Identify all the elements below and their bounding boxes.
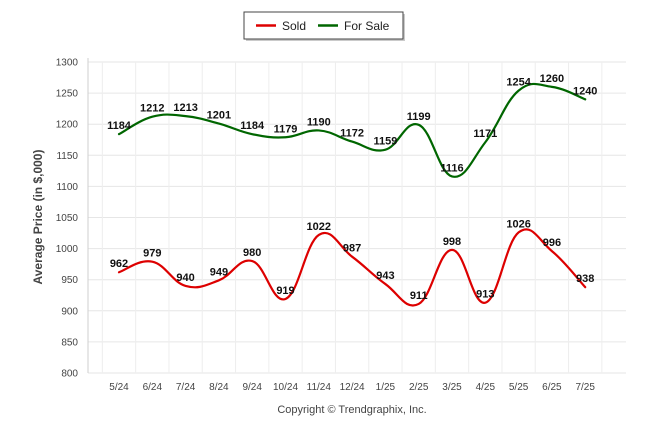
- legend-label-for-sale: For Sale: [344, 19, 390, 33]
- y-tick-label: 1100: [56, 182, 78, 193]
- sold-data-label: 1022: [307, 221, 331, 233]
- sold-data-label: 962: [110, 258, 128, 270]
- x-tick-label: 7/25: [575, 382, 595, 393]
- for-sale-data-label: 1179: [274, 123, 298, 135]
- x-tick-label: 9/24: [242, 382, 262, 393]
- sold-data-label: 913: [476, 289, 494, 301]
- x-tick-label: 8/24: [209, 382, 229, 393]
- x-tick-label: 12/24: [340, 382, 365, 393]
- y-tick-label: 1250: [56, 89, 79, 100]
- x-tick-label: 11/24: [307, 382, 332, 393]
- for-sale-data-label: 1213: [173, 102, 197, 114]
- for-sale-data-label: 1190: [307, 116, 331, 128]
- x-tick-label: 2/25: [409, 382, 429, 393]
- sold-data-label: 996: [543, 237, 561, 249]
- x-tick-label: 3/25: [442, 382, 462, 393]
- for-sale-data-label: 1171: [473, 128, 497, 140]
- y-tick-label: 1300: [56, 58, 79, 69]
- sold-data-label: 938: [576, 273, 594, 285]
- for-sale-data-label: 1172: [340, 128, 364, 140]
- sold-data-label: 919: [276, 285, 294, 297]
- y-tick-label: 1000: [56, 244, 79, 255]
- legend: Sold For Sale: [243, 11, 405, 41]
- for-sale-data-label: 1260: [540, 73, 564, 85]
- sold-data-label: 979: [143, 248, 161, 260]
- x-tick-label: 5/25: [509, 382, 529, 393]
- sold-data-label: 998: [443, 236, 461, 248]
- sold-data-label: 943: [376, 270, 394, 282]
- for-sale-data-label: 1159: [373, 136, 397, 148]
- for-sale-data-label: 1212: [140, 103, 164, 115]
- legend-label-sold: Sold: [282, 19, 306, 33]
- y-tick-label: 1050: [56, 213, 79, 224]
- sold-data-label: 1026: [506, 218, 530, 230]
- y-tick-label: 950: [61, 275, 78, 286]
- sold-data-label: 987: [343, 243, 361, 255]
- y-tick-label: 1200: [56, 120, 79, 131]
- sold-data-label: 911: [410, 290, 428, 302]
- sold-data-label: 980: [243, 247, 261, 259]
- data-labels: 962 979 940 949 980 919 1022 987 943 911 998 913 102…: [107, 73, 597, 302]
- x-tick-label: 7/24: [176, 382, 196, 393]
- for-sale-data-label: 1254: [506, 77, 531, 89]
- sold-line: [117, 228, 587, 307]
- axes: 800 850 900 950 1000 1050 1100 1150 1200 1250 1300…: [56, 58, 596, 394]
- y-tick-label: 800: [61, 369, 78, 380]
- y-tick-label: 900: [61, 306, 78, 317]
- for-sale-data-label: 1201: [207, 110, 231, 122]
- for-sale-data-label: 1116: [440, 162, 463, 174]
- y-tick-label: 850: [61, 337, 78, 348]
- x-tick-label: 1/25: [376, 382, 396, 393]
- series-lines: [117, 82, 587, 307]
- x-tick-label: 6/24: [143, 382, 163, 393]
- sold-data-label: 949: [210, 266, 228, 278]
- y-tick-label: 1150: [56, 151, 78, 162]
- x-tick-label: 5/24: [109, 382, 129, 393]
- for-sale-line: [117, 82, 587, 178]
- y-axis-title: Average Price (in $,000): [31, 150, 45, 285]
- copyright-footer: Copyright © Trendgraphix, Inc.: [277, 404, 426, 416]
- grid: [88, 61, 626, 374]
- x-tick-label: 10/24: [273, 382, 298, 393]
- x-tick-label: 4/25: [476, 382, 496, 393]
- for-sale-data-label: 1184: [107, 120, 132, 132]
- for-sale-data-label: 1240: [573, 85, 597, 97]
- for-sale-data-label: 1199: [407, 111, 431, 123]
- sold-data-label: 940: [176, 272, 194, 284]
- for-sale-data-label: 1184: [240, 120, 265, 132]
- x-tick-label: 6/25: [542, 382, 562, 393]
